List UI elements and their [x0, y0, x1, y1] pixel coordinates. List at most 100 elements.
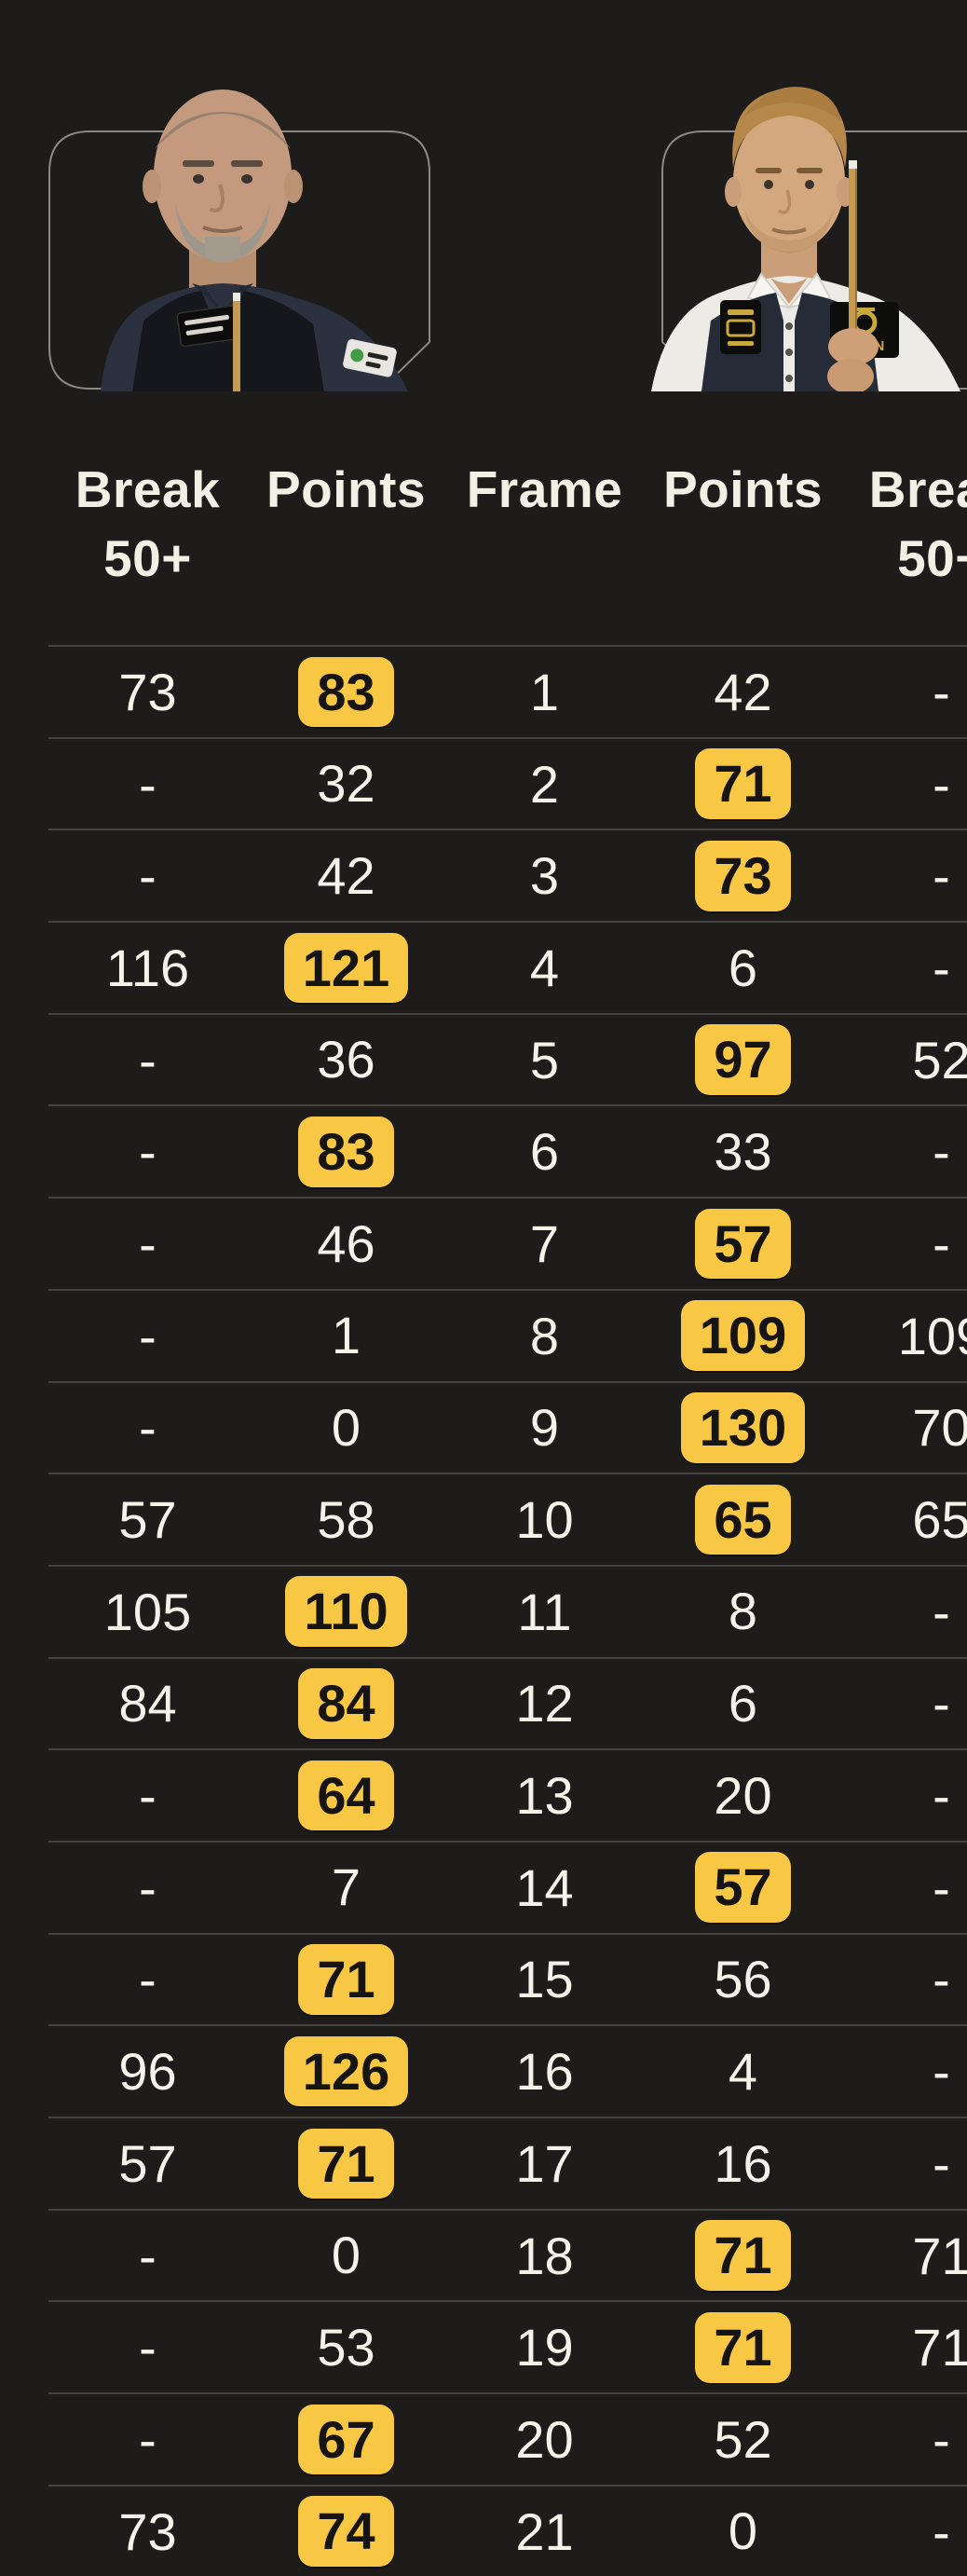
left-points-cell: 1: [247, 1300, 445, 1371]
right-points-cell: 8: [644, 1576, 842, 1647]
players-photo-section: O'MIN: [0, 0, 967, 429]
frame-number: 15: [515, 1950, 574, 2009]
frame-number: 5: [529, 1030, 560, 1089]
left-points-value: 84: [298, 1668, 394, 1739]
frame-number: 1: [529, 662, 560, 721]
frame-number: 8: [529, 1306, 560, 1365]
right-break-value: -: [933, 2501, 950, 2561]
right-points-value: 0: [728, 2501, 758, 2561]
frame-number: 19: [515, 2318, 574, 2377]
left-points-cell: 53: [247, 2312, 445, 2383]
left-points-cell: 64: [247, 1760, 445, 1831]
right-break-value: -: [933, 1674, 950, 1733]
left-points-value: 58: [317, 1489, 375, 1549]
right-break-value: -: [933, 2042, 950, 2102]
right-points-value: 97: [695, 1024, 791, 1095]
right-points-value: 57: [695, 1208, 791, 1280]
left-points-cell: 83: [247, 1116, 445, 1187]
right-points-cell: 71: [644, 2220, 842, 2291]
right-break-value: -: [933, 938, 950, 997]
frame-number: 2: [529, 754, 560, 814]
right-player-portrait: O'MIN: [651, 87, 960, 391]
left-points-cell: 0: [247, 2220, 445, 2291]
left-points-cell: 121: [247, 932, 445, 1004]
frame-score-table[interactable]: 73 83 1 42 - - 32 2 71 - - 42: [0, 645, 967, 2576]
right-break-value: -: [933, 1766, 950, 1826]
right-player-frame: [661, 130, 967, 390]
right-points-value: 56: [714, 1950, 772, 2009]
frame-row: - 0 18 71 71: [48, 2208, 967, 2301]
frame-row: 57 71 17 16 -: [48, 2117, 967, 2209]
frame-number: 3: [529, 846, 560, 906]
left-break-value: -: [139, 754, 157, 814]
right-points-cell: 57: [644, 1852, 842, 1924]
left-break-value: 57: [118, 2133, 177, 2193]
left-break-value: 73: [118, 662, 177, 721]
right-break-value: -: [933, 2409, 950, 2469]
right-points-value: 33: [714, 1121, 772, 1181]
left-points-value: 32: [317, 754, 375, 814]
frame-row: - 0 9 130 70: [48, 1380, 967, 1473]
right-points-value: 20: [714, 1765, 772, 1825]
frame-number: 20: [515, 2409, 574, 2469]
header-right-break: Break 50+: [868, 460, 967, 587]
left-points-value: 110: [285, 1576, 407, 1648]
frame-row: - 46 7 57 -: [48, 1197, 967, 1289]
right-break-value: -: [933, 1213, 950, 1273]
frame-row: - 7 14 57 -: [48, 1840, 967, 1933]
frame-row: - 64 13 20 -: [48, 1748, 967, 1841]
frame-row: - 42 3 73 -: [48, 829, 967, 921]
left-break-value: -: [139, 2226, 157, 2285]
right-points-value: 16: [714, 2133, 772, 2193]
frame-row: 73 74 21 0 -: [48, 2484, 967, 2576]
left-points-value: 0: [331, 2226, 361, 2285]
frame-row: - 67 20 52 -: [48, 2392, 967, 2485]
left-points-cell: 32: [247, 748, 445, 819]
header-frame: Frame: [466, 460, 623, 518]
right-break-value: 71: [912, 2226, 967, 2285]
left-points-value: 0: [331, 1398, 361, 1458]
frame-number: 9: [529, 1398, 560, 1458]
right-break-value: 70: [912, 1398, 967, 1458]
right-break-value: 71: [912, 2318, 967, 2377]
left-points-cell: 36: [247, 1024, 445, 1095]
left-points-cell: 84: [247, 1668, 445, 1739]
frame-number: 12: [515, 1674, 574, 1733]
right-points-value: 52: [714, 2409, 772, 2469]
right-points-value: 6: [728, 1674, 758, 1733]
left-points-cell: 110: [247, 1576, 445, 1648]
score-table-header: Break 50+ Points Frame Points Break 50+: [0, 455, 967, 593]
left-break-value: -: [139, 2318, 157, 2377]
left-points-cell: 71: [247, 2128, 445, 2199]
header-left-break: Break 50+: [75, 460, 221, 587]
frame-row: - 36 5 97 52: [48, 1012, 967, 1105]
right-points-cell: 4: [644, 2036, 842, 2107]
header-right-points: Points: [662, 460, 824, 518]
left-points-value: 126: [283, 2035, 409, 2107]
right-points-value: 4: [728, 2041, 758, 2101]
right-points-cell: 33: [644, 1117, 842, 1187]
right-break-value: 65: [912, 1490, 967, 1550]
frame-row: - 32 2 71 -: [48, 736, 967, 829]
right-points-cell: 0: [644, 2496, 842, 2567]
frame-row: 105 110 11 8 -: [48, 1564, 967, 1657]
left-points-value: 7: [331, 1857, 361, 1917]
left-points-cell: 42: [247, 841, 445, 911]
frame-row: - 83 6 33 -: [48, 1104, 967, 1197]
right-break-value: -: [933, 2133, 950, 2193]
frame-row: 84 84 12 6 -: [48, 1656, 967, 1749]
left-break-value: 105: [103, 1582, 192, 1641]
right-points-value: 65: [695, 1484, 791, 1555]
frame-number: 10: [515, 1490, 574, 1550]
frame-number: 4: [529, 938, 560, 997]
right-points-cell: 130: [644, 1392, 842, 1463]
left-points-value: 46: [317, 1213, 375, 1273]
left-break-value: -: [139, 1950, 157, 2009]
left-player-frame: [48, 130, 430, 390]
right-points-cell: 109: [644, 1300, 842, 1371]
right-points-cell: 42: [644, 657, 842, 728]
right-points-cell: 97: [644, 1024, 842, 1095]
header-left-points: Points: [266, 460, 427, 518]
frame-number: 11: [517, 1582, 572, 1641]
left-points-value: 36: [317, 1030, 375, 1089]
